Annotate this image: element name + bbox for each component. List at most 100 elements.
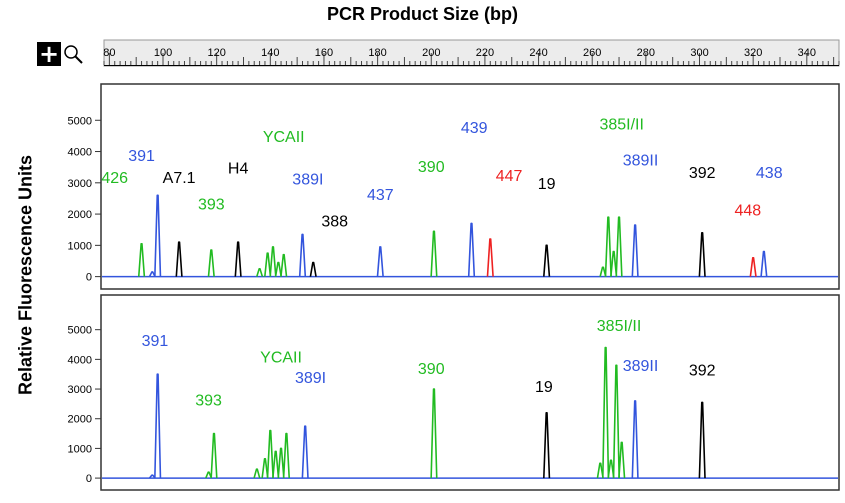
panel-bottom-frame xyxy=(100,294,840,491)
plot-toolbar: + xyxy=(37,42,85,66)
peak-label: YCAII xyxy=(263,129,305,146)
x-tick-label: 120 xyxy=(207,47,225,59)
x-tick-label: 180 xyxy=(368,47,386,59)
peak xyxy=(749,257,757,277)
magnifier-icon xyxy=(64,45,83,64)
peak xyxy=(698,401,706,479)
x-tick-label: 240 xyxy=(529,47,547,59)
peak xyxy=(631,400,639,479)
x-tick-label: 340 xyxy=(798,47,816,59)
peak xyxy=(618,441,626,479)
peak xyxy=(175,241,183,277)
peak xyxy=(602,346,610,479)
peak-label: 447 xyxy=(496,168,523,185)
peak-label: 389II xyxy=(623,153,659,170)
peak xyxy=(277,447,285,479)
x-tick-label: 140 xyxy=(261,47,279,59)
crosshair-tool-icon[interactable]: + xyxy=(37,40,61,68)
peak xyxy=(269,246,277,277)
y-tick-label: 0 xyxy=(86,272,92,284)
y-tick-label: 3000 xyxy=(68,178,92,190)
peak-label: 389I xyxy=(292,171,323,188)
peak-label: 390 xyxy=(418,361,445,378)
peak-label: 392 xyxy=(689,363,716,380)
x-tick-label: 300 xyxy=(690,47,708,59)
peak xyxy=(261,458,269,479)
x-tick-label: 320 xyxy=(744,47,762,59)
peak-label: 19 xyxy=(535,379,553,396)
peak-label: 389II xyxy=(623,358,659,375)
peak-label: 385I/II xyxy=(597,318,641,335)
peak-label: 437 xyxy=(367,187,394,204)
peak-label: 391 xyxy=(142,333,169,350)
peak-label: 392 xyxy=(689,165,716,182)
peak xyxy=(631,224,639,277)
peak xyxy=(760,250,768,277)
peak xyxy=(610,250,618,277)
peak-label: YCAII xyxy=(260,349,302,366)
x-tick-label: 220 xyxy=(476,47,494,59)
y-tick-label: 0 xyxy=(86,473,92,485)
peak xyxy=(309,261,317,277)
peak xyxy=(148,271,156,277)
peak xyxy=(154,194,162,277)
peak xyxy=(612,364,620,479)
peak xyxy=(604,216,612,277)
chart-title: PCR Product Size (bp) xyxy=(326,4,518,24)
x-tick-label: 160 xyxy=(315,47,333,59)
x-tick-label: 200 xyxy=(422,47,440,59)
y-tick-label: 1000 xyxy=(68,240,92,252)
peak-label: 19 xyxy=(538,176,556,193)
peak xyxy=(264,252,272,277)
y-tick-label: 2000 xyxy=(68,209,92,221)
peak xyxy=(486,238,494,277)
peak-label: 426 xyxy=(101,170,128,187)
x-ruler-background xyxy=(103,39,840,67)
peak xyxy=(543,411,551,479)
peak xyxy=(274,261,282,277)
peak xyxy=(282,432,291,479)
peak xyxy=(543,244,551,277)
peak-label: 390 xyxy=(418,159,445,176)
panel-bottom: 0 1000 2000 3000 4000 5000 391 YCAII 393 389I 390 1… xyxy=(68,318,838,485)
peak-label: 388 xyxy=(321,214,348,231)
peak xyxy=(298,233,307,277)
x-ruler-ticks: 80 100 120 140 160 180 200 220 240 260 280 300 320 34… xyxy=(103,47,840,65)
y-tick-label: 5000 xyxy=(68,325,92,337)
peak xyxy=(607,459,615,479)
peak-label: 438 xyxy=(756,165,783,182)
y-tick-label: 2000 xyxy=(68,414,92,426)
peak xyxy=(599,266,607,277)
peak xyxy=(596,462,604,479)
peak-label: H4 xyxy=(228,160,249,177)
peak-label: 393 xyxy=(195,392,222,409)
peak xyxy=(698,232,706,277)
peak-label: 385I/II xyxy=(599,117,643,134)
x-tick-label: 80 xyxy=(103,47,115,59)
peak-label: 389I xyxy=(295,370,326,387)
y-tick-label: 5000 xyxy=(68,115,92,127)
peak xyxy=(280,253,288,277)
y-tick-label: 1000 xyxy=(68,443,92,455)
peak-label: 391 xyxy=(128,148,155,165)
peak xyxy=(266,429,274,479)
peak xyxy=(210,432,218,479)
peak-label: A7.1 xyxy=(163,170,196,187)
x-tick-label: 280 xyxy=(637,47,655,59)
peak xyxy=(430,388,438,479)
x-tick-label: 100 xyxy=(154,47,172,59)
y-tick-label: 3000 xyxy=(68,384,92,396)
peak xyxy=(205,471,213,479)
peak xyxy=(615,216,623,277)
peak xyxy=(467,222,476,277)
peak-label: 439 xyxy=(461,120,488,137)
peak xyxy=(301,425,309,479)
peak-label: 393 xyxy=(198,196,225,213)
magnifier-tool-icon[interactable] xyxy=(61,42,85,66)
peak xyxy=(256,268,264,277)
peak xyxy=(430,230,438,277)
peak xyxy=(154,373,162,479)
peak xyxy=(137,242,146,277)
